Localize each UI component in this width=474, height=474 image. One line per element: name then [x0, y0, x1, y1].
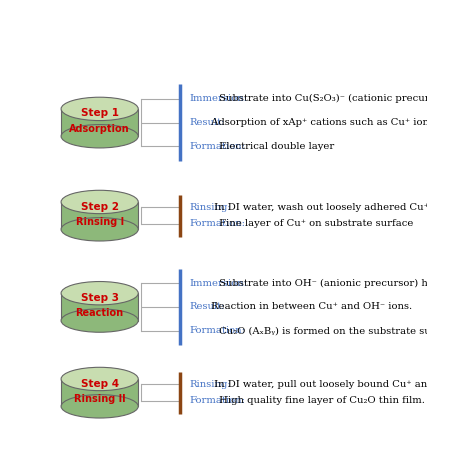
Text: Rinsing:: Rinsing: [190, 380, 231, 389]
Ellipse shape [61, 218, 138, 241]
Ellipse shape [61, 282, 138, 305]
Text: Rinsing II: Rinsing II [74, 394, 126, 404]
Ellipse shape [61, 395, 138, 418]
Polygon shape [61, 379, 138, 406]
Text: High quality fine layer of Cu₂O thin film.: High quality fine layer of Cu₂O thin fil… [216, 396, 425, 405]
Text: Formation:: Formation: [190, 326, 246, 335]
Text: Cu₂O (AₓBᵧ) is formed on the substrate su...: Cu₂O (AₓBᵧ) is formed on the substrate s… [216, 326, 440, 335]
Text: Formation:: Formation: [190, 142, 246, 151]
Text: Substrate into OH⁻ (anionic precursor) hot...: Substrate into OH⁻ (anionic precursor) h… [216, 279, 447, 288]
Text: Substrate into Cu(S₂O₃)⁻ (cationic precurs...: Substrate into Cu(S₂O₃)⁻ (cationic precu… [216, 94, 444, 103]
Ellipse shape [61, 309, 138, 332]
Ellipse shape [61, 190, 138, 214]
Text: Step 1: Step 1 [81, 109, 118, 118]
Text: Reaction in between Cu⁺ and OH⁻ ions.: Reaction in between Cu⁺ and OH⁻ ions. [208, 302, 412, 311]
Polygon shape [61, 293, 138, 320]
Text: Step 3: Step 3 [81, 293, 118, 303]
Text: Fine layer of Cu⁺ on substrate surface: Fine layer of Cu⁺ on substrate surface [216, 219, 413, 228]
Text: Result:: Result: [190, 302, 225, 311]
Text: Formation:: Formation: [190, 219, 246, 228]
Text: Step 4: Step 4 [81, 379, 118, 389]
Polygon shape [61, 202, 138, 229]
Text: Adsorption: Adsorption [69, 124, 130, 134]
Text: Reaction: Reaction [75, 309, 124, 319]
Ellipse shape [61, 97, 138, 120]
Ellipse shape [61, 367, 138, 391]
Ellipse shape [61, 125, 138, 148]
Text: In DI water, pull out loosely bound Cu⁺ and O...: In DI water, pull out loosely bound Cu⁺ … [211, 380, 454, 389]
Text: Adsorption of xAp⁺ cations such as Cu⁺ ions.: Adsorption of xAp⁺ cations such as Cu⁺ i… [208, 118, 438, 127]
Text: Immersion:: Immersion: [190, 94, 247, 103]
Text: In DI water, wash out loosely adhered Cu⁺ io...: In DI water, wash out loosely adhered Cu… [211, 203, 450, 212]
Polygon shape [61, 109, 138, 136]
Text: Formation:: Formation: [190, 396, 246, 405]
Text: Step 2: Step 2 [81, 201, 118, 211]
Text: Electrical double layer: Electrical double layer [216, 142, 334, 151]
Text: Rinsing:: Rinsing: [190, 203, 231, 212]
Text: Result:: Result: [190, 118, 225, 127]
Text: Immersion:: Immersion: [190, 279, 247, 288]
Text: Rinsing I: Rinsing I [75, 217, 124, 227]
